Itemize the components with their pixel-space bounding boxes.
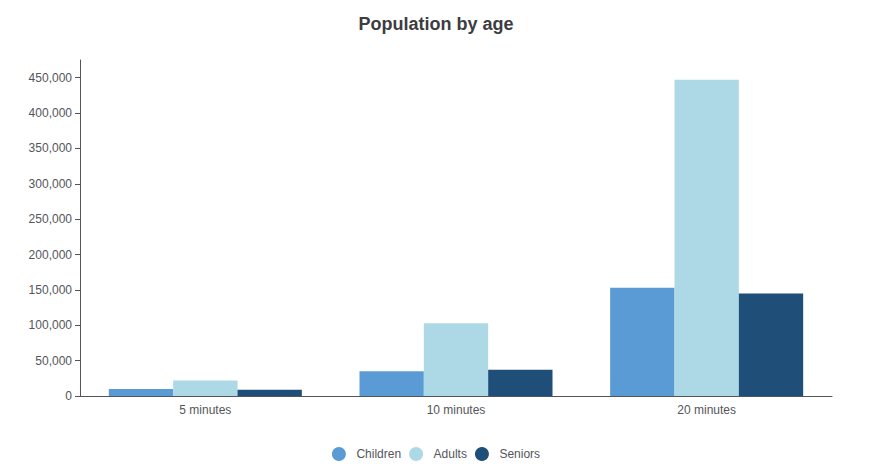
svg-text:150,000: 150,000 [29,283,73,297]
svg-text:10 minutes: 10 minutes [427,403,486,417]
svg-text:20 minutes: 20 minutes [677,403,736,417]
svg-text:Adults: Adults [434,447,467,461]
svg-text:Population by age: Population by age [358,14,513,34]
svg-text:250,000: 250,000 [29,212,73,226]
svg-text:450,000: 450,000 [29,71,73,85]
svg-text:Seniors: Seniors [499,447,540,461]
svg-text:200,000: 200,000 [29,248,73,262]
svg-text:0: 0 [65,389,72,403]
svg-text:100,000: 100,000 [29,318,73,332]
svg-text:350,000: 350,000 [29,141,73,155]
svg-text:50,000: 50,000 [35,354,72,368]
svg-text:400,000: 400,000 [29,106,73,120]
svg-text:300,000: 300,000 [29,177,73,191]
svg-text:5 minutes: 5 minutes [179,403,231,417]
svg-text:Children: Children [356,447,401,461]
